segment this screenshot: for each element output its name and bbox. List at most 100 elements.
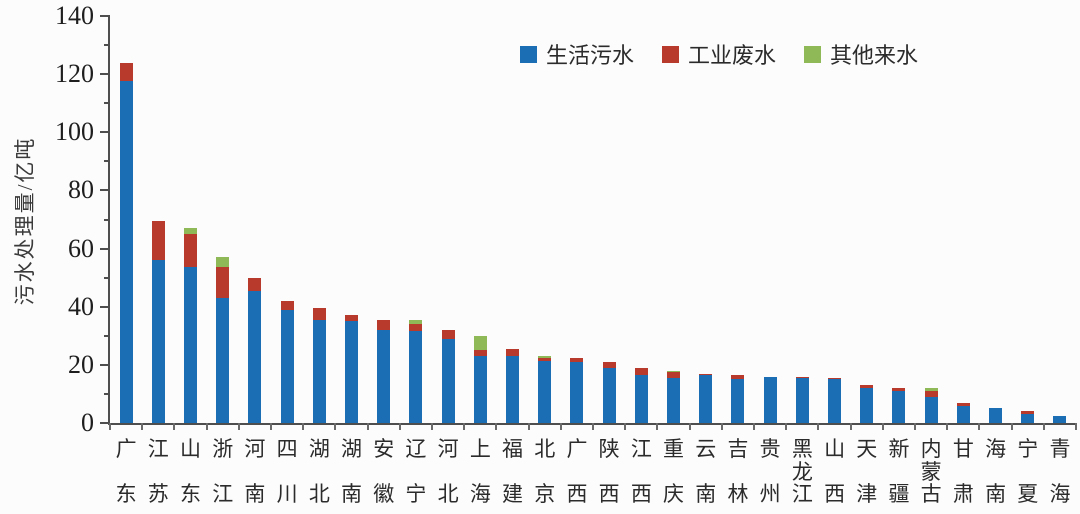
bar-stack [441, 329, 455, 423]
bar-segment [699, 375, 713, 423]
x-label-char: 河 [437, 437, 459, 461]
bar-segment [924, 396, 938, 423]
legend-item: 其他来水 [804, 38, 918, 70]
bar-stack [248, 277, 262, 423]
x-label-char: 青 [1049, 437, 1071, 461]
x-axis-label: 青海 [1049, 439, 1070, 505]
bar-stack [892, 388, 906, 423]
y-tick-label: 60 [68, 233, 94, 263]
x-tick [592, 423, 594, 430]
bar-group [690, 16, 722, 423]
x-axis-label: 云南 [695, 439, 716, 505]
x-label-cell: 云南 [690, 439, 722, 505]
x-axis-label: 黑龙江 [792, 439, 813, 505]
bar-group [142, 16, 174, 423]
x-tick [1075, 423, 1077, 430]
x-axis-label: 河北 [438, 439, 459, 505]
x-axis-label: 福建 [502, 439, 523, 505]
x-axis-label: 辽宁 [405, 439, 426, 505]
bar-group [529, 16, 561, 423]
x-label-char: 川 [276, 482, 298, 506]
x-label-cell: 湖南 [335, 439, 367, 505]
bar-segment [860, 385, 874, 389]
bar-stack [151, 220, 165, 423]
bar-group [1044, 16, 1076, 423]
bar-group [786, 16, 818, 423]
x-tick [109, 423, 111, 430]
x-label-cell: 山西 [818, 439, 850, 505]
x-label-char: 北 [534, 437, 556, 461]
x-label-char: 建 [502, 482, 524, 506]
bar-group [400, 16, 432, 423]
x-label-char: 江 [147, 437, 169, 461]
x-label-char: 苏 [147, 482, 169, 506]
x-label-char: 江 [630, 437, 652, 461]
bar-group [174, 16, 206, 423]
bar-segment [602, 367, 616, 423]
x-label-cell: 江西 [625, 439, 657, 505]
bar-stack [956, 402, 970, 423]
bar-group [303, 16, 335, 423]
x-tick [688, 423, 691, 430]
y-axis-title: 污水处理量/亿吨 [13, 136, 37, 306]
x-label-char: 南 [695, 482, 717, 506]
x-axis-label: 甘肃 [953, 439, 974, 505]
x-label-char: 甘 [952, 437, 974, 461]
x-axis-label: 宁夏 [1017, 439, 1038, 505]
bar-group [625, 16, 657, 423]
bar-segment [667, 372, 681, 378]
bar-segment [795, 376, 809, 378]
x-tick [302, 423, 305, 430]
x-label-char: 黑 [791, 437, 813, 461]
bar-segment [892, 391, 906, 423]
x-label-char: 宁 [1017, 437, 1039, 461]
bar-segment [667, 377, 681, 423]
bar-stack [602, 361, 616, 423]
bar-segment [345, 321, 359, 423]
bar-segment [570, 361, 584, 423]
bar-stack [667, 370, 681, 423]
bar-segment [473, 356, 487, 423]
x-label-char: 宁 [405, 482, 427, 506]
x-label-cell: 青海 [1044, 439, 1076, 505]
bar-segment [538, 356, 552, 359]
bar-segment [828, 379, 842, 423]
x-label-char: 湖 [308, 437, 330, 461]
x-label-cell: 广东 [110, 439, 142, 505]
x-label-cell: 福建 [496, 439, 528, 505]
legend-swatch [662, 45, 680, 63]
x-axis-label: 四川 [277, 439, 298, 505]
bar-segment [248, 277, 262, 291]
y-major-tick [100, 247, 110, 250]
bar-stack [409, 319, 423, 423]
x-axis-label: 广东 [116, 439, 137, 505]
x-axis-label: 陕西 [599, 439, 620, 505]
x-label-char: 河 [244, 437, 266, 461]
bar-stack [216, 257, 230, 423]
x-label-cell: 安徽 [368, 439, 400, 505]
y-major-tick [100, 73, 110, 76]
x-tick [1042, 423, 1045, 430]
bar-stack [377, 319, 391, 423]
x-label-char: 四 [276, 437, 298, 461]
x-axis-label: 山西 [824, 439, 845, 505]
bar-segment [377, 319, 391, 330]
bar-stack [1021, 411, 1035, 423]
y-minor-tick [104, 276, 110, 279]
bar-segment [731, 375, 745, 380]
x-label-char: 林 [727, 482, 749, 506]
x-axis-label: 河南 [244, 439, 265, 505]
x-tick [141, 423, 144, 430]
bar-stack [989, 408, 1003, 423]
legend-label: 生活污水 [546, 43, 635, 68]
x-tick [559, 423, 562, 430]
x-label-cell: 山东 [174, 439, 206, 505]
x-label-char: 福 [502, 437, 524, 461]
bar-group [368, 16, 400, 423]
bar-segment [216, 267, 230, 298]
x-label-char: 海 [469, 482, 491, 506]
x-label-char: 夏 [1017, 482, 1039, 506]
bar-segment [989, 408, 1003, 423]
bar-segment [1053, 415, 1067, 423]
bar-segment [184, 228, 197, 235]
